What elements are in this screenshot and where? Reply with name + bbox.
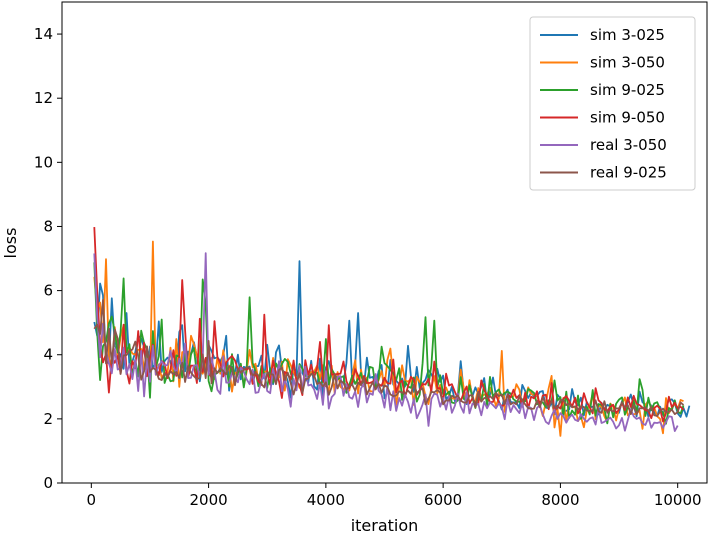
series-line-1 — [93, 240, 684, 437]
legend-label-3: sim 9-050 — [590, 109, 665, 127]
y-axis-label: loss — [1, 228, 20, 259]
x-tick-label-4: 8000 — [541, 491, 579, 509]
x-axis-label: iteration — [351, 516, 419, 535]
series-line-4 — [93, 252, 679, 433]
y-tick-label-6: 12 — [34, 89, 53, 107]
legend-label-2: sim 9-025 — [590, 81, 665, 99]
legend-label-4: real 3-050 — [590, 136, 667, 154]
series-line-5 — [93, 298, 685, 417]
y-tick-label-2: 4 — [43, 346, 53, 364]
x-tick-label-1: 2000 — [189, 491, 227, 509]
x-tick-label-2: 4000 — [307, 491, 345, 509]
legend-label-5: real 9-025 — [590, 164, 667, 182]
y-tick-label-4: 8 — [43, 217, 53, 235]
x-axis: 0 2000 4000 6000 8000 10000 — [87, 483, 702, 509]
y-tick-label-1: 2 — [43, 410, 53, 428]
y-tick-label-0: 0 — [43, 474, 53, 492]
legend-label-0: sim 3-025 — [590, 26, 665, 44]
legend-label-1: sim 3-050 — [590, 54, 665, 72]
series-line-3 — [93, 227, 685, 423]
legend-box — [529, 16, 696, 191]
y-tick-label-5: 10 — [34, 153, 53, 171]
x-tick-label-0: 0 — [87, 491, 97, 509]
series-group — [93, 227, 691, 437]
y-axis: 0 2 4 6 8 10 12 14 — [34, 25, 62, 492]
y-tick-label-3: 6 — [43, 282, 53, 300]
plot-frame — [61, 1, 708, 484]
legend: sim 3-025 sim 3-050 sim 9-025 sim 9-050 real… — [529, 16, 696, 191]
x-tick-label-3: 6000 — [424, 491, 462, 509]
x-tick-label-5: 10000 — [654, 491, 702, 509]
y-tick-label-7: 14 — [34, 25, 53, 43]
